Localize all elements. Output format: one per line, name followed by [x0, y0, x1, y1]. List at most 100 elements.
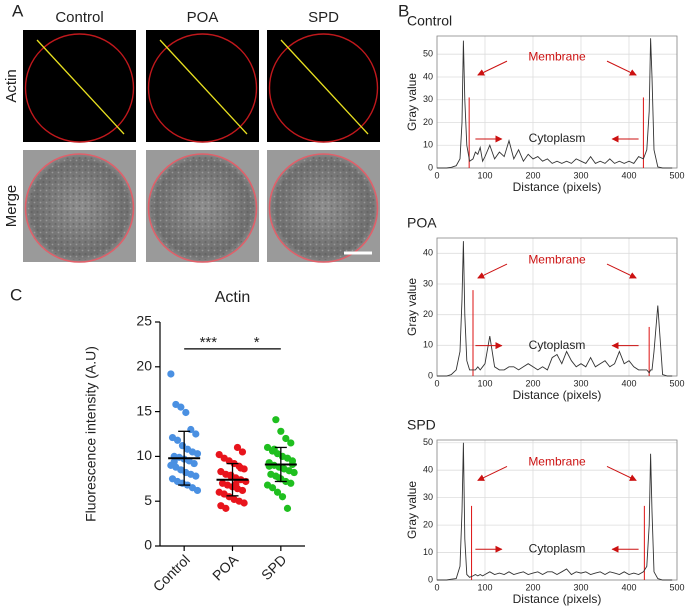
row-label: Merge	[3, 185, 20, 228]
arrow	[606, 465, 637, 481]
x-axis-label: Distance (pixels)	[513, 388, 602, 402]
x-tick-label: POA	[209, 551, 242, 584]
dot	[238, 486, 247, 495]
y-axis-label: Fluorescence intensity (A.U)	[83, 346, 99, 522]
dot	[275, 474, 283, 482]
dot	[277, 427, 285, 435]
y-tick-label: 30	[423, 492, 433, 502]
dot	[227, 471, 235, 479]
x-tick-label: 0	[434, 582, 439, 592]
x-tick-label: 100	[477, 170, 492, 180]
merge-ring	[24, 153, 135, 263]
dot	[268, 484, 277, 492]
panel-label: B	[398, 1, 409, 20]
panel-label: A	[12, 1, 24, 20]
significance-label: *	[254, 334, 260, 351]
y-tick-label: 10	[423, 340, 433, 350]
y-axis-label: Gray value	[405, 278, 419, 336]
chart-title: POA	[407, 215, 437, 231]
y-tick-label: 40	[423, 71, 433, 81]
arrow	[477, 465, 508, 481]
y-tick-label: 50	[423, 49, 433, 59]
profile-line	[437, 442, 673, 581]
annotation: Membrane	[528, 49, 586, 63]
plot-frame	[436, 237, 678, 377]
x-tick-label: 400	[621, 170, 636, 180]
plot-frame	[436, 439, 678, 581]
y-tick-label: 5	[144, 492, 152, 508]
dot	[177, 403, 185, 411]
dot	[193, 486, 202, 495]
profile-line	[437, 38, 673, 169]
dot	[190, 459, 198, 468]
arrow	[606, 60, 637, 76]
merge-grain	[150, 156, 255, 260]
x-tick-label: 500	[669, 582, 684, 592]
y-tick-label: 20	[423, 519, 433, 529]
y-tick-label: 10	[423, 140, 433, 150]
y-tick-label: 10	[136, 447, 152, 463]
x-tick-label: 400	[621, 582, 636, 592]
x-tick-label: 300	[573, 378, 588, 388]
y-tick-label: 0	[428, 574, 433, 584]
y-tick-label: 30	[423, 94, 433, 104]
annotation: Membrane	[528, 455, 586, 469]
dot	[283, 504, 292, 512]
dot	[273, 488, 282, 496]
dot	[167, 370, 175, 378]
row-label: Actin	[3, 69, 20, 102]
annotation: Cytoplasm	[529, 338, 586, 352]
dot	[232, 480, 240, 488]
y-tick-label: 20	[423, 117, 433, 127]
y-tick-label: 10	[423, 547, 433, 557]
y-tick-label: 0	[428, 162, 433, 172]
dot	[240, 499, 248, 507]
y-axis-label: Gray value	[405, 73, 419, 131]
y-tick-label: 20	[136, 358, 152, 374]
dot	[278, 493, 287, 501]
plot-frame	[436, 35, 678, 169]
y-tick-label: 30	[423, 278, 433, 288]
dot	[237, 464, 245, 472]
dot	[182, 408, 190, 417]
dot	[287, 479, 295, 487]
column-label: SPD	[308, 9, 339, 26]
dot	[282, 434, 290, 443]
y-tick-label: 20	[423, 309, 433, 319]
dot	[192, 430, 200, 438]
dot	[272, 416, 280, 424]
column-label: POA	[187, 9, 219, 26]
merge-ring	[147, 153, 258, 263]
chart-title: Actin	[215, 289, 251, 306]
x-axis-label: Distance (pixels)	[513, 180, 602, 194]
annotation: Cytoplasm	[529, 131, 586, 145]
profile-line	[280, 39, 369, 135]
y-tick-label: 40	[423, 248, 433, 258]
column-label: Control	[55, 9, 103, 26]
x-tick-label: 500	[669, 378, 684, 388]
dot	[270, 445, 278, 453]
panel-label: C	[10, 285, 22, 304]
dot	[173, 436, 182, 444]
y-tick-label: 40	[423, 465, 433, 475]
x-tick-label: 400	[621, 378, 636, 388]
dot	[290, 468, 298, 477]
x-tick-label: 500	[669, 170, 684, 180]
y-tick-label: 15	[136, 402, 152, 418]
dot	[222, 504, 230, 512]
x-tick-label: 100	[477, 582, 492, 592]
y-tick-label: 25	[136, 313, 152, 329]
dot	[233, 443, 242, 452]
profile-line	[437, 241, 673, 377]
dot	[215, 451, 223, 459]
y-axis-label: Gray value	[405, 481, 419, 539]
dot	[170, 458, 178, 466]
arrow	[477, 263, 508, 279]
dot	[192, 472, 200, 480]
annotation: Membrane	[528, 252, 586, 266]
significance-label: ***	[200, 334, 218, 351]
y-tick-label: 0	[144, 537, 152, 553]
chart-title: SPD	[407, 417, 436, 433]
x-tick-label: 100	[477, 378, 492, 388]
